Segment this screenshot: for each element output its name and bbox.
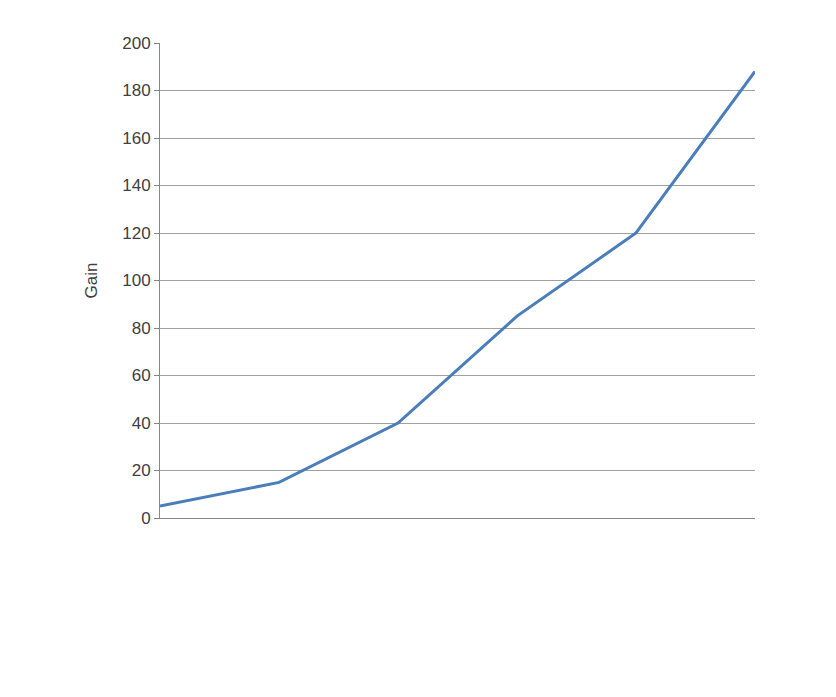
svg-text:0: 0 xyxy=(141,509,150,528)
svg-text:160: 160 xyxy=(122,129,150,148)
svg-text:140: 140 xyxy=(122,176,150,195)
svg-text:20: 20 xyxy=(132,461,151,480)
svg-text:100: 100 xyxy=(122,271,150,290)
svg-text:60: 60 xyxy=(132,366,151,385)
svg-text:Gain: Gain xyxy=(82,263,101,299)
svg-text:120: 120 xyxy=(122,224,150,243)
svg-text:180: 180 xyxy=(122,81,150,100)
svg-text:40: 40 xyxy=(132,414,151,433)
svg-text:200: 200 xyxy=(122,34,150,53)
svg-text:80: 80 xyxy=(132,319,151,338)
